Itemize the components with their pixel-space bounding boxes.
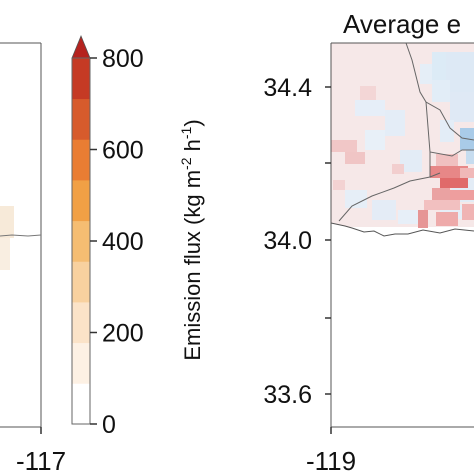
colorbar-ticks: 800 600 400 200 0 bbox=[90, 45, 144, 439]
left-map-panel: -117 bbox=[0, 0, 66, 474]
colorbar-segment bbox=[72, 98, 90, 140]
colorbar-segment bbox=[72, 220, 90, 262]
colorbar-tick-label: 600 bbox=[102, 137, 144, 165]
colorbar-segment bbox=[72, 342, 90, 384]
map-cell bbox=[333, 180, 345, 190]
right-map-panel: Average e 34.4 34.0 33.6 -119 bbox=[263, 9, 474, 474]
map-cell bbox=[345, 152, 365, 164]
map-cell bbox=[436, 212, 458, 226]
map-cell bbox=[432, 188, 450, 200]
colorbar-segment bbox=[72, 139, 90, 181]
colorbar-tick-label: 200 bbox=[102, 320, 144, 348]
y-tick-label: 33.6 bbox=[263, 381, 312, 409]
map-cell bbox=[436, 154, 458, 166]
map-cell bbox=[398, 210, 418, 224]
map-cell bbox=[418, 210, 428, 228]
map-cell bbox=[331, 140, 357, 152]
colorbar-segment bbox=[72, 261, 90, 303]
map-cell bbox=[392, 164, 404, 174]
map-cell bbox=[360, 86, 376, 100]
right-panel-title: Average e bbox=[343, 9, 461, 39]
map-cell bbox=[385, 110, 405, 136]
left-x-tick-label: -117 bbox=[16, 446, 66, 474]
map-cell bbox=[365, 130, 385, 150]
colorbar-extend-triangle bbox=[71, 34, 91, 59]
map-cell bbox=[355, 100, 385, 116]
map-cell bbox=[420, 64, 432, 84]
map-cell bbox=[345, 190, 367, 208]
map-cell bbox=[450, 190, 474, 200]
colorbar-segment bbox=[72, 383, 90, 425]
map-cell bbox=[446, 52, 474, 92]
map-cells bbox=[331, 52, 474, 228]
map-cell bbox=[432, 80, 450, 102]
colorbar-segment bbox=[72, 58, 90, 100]
coastline bbox=[330, 222, 474, 237]
colorbar-label: Emission flux (kg m-2 h-1) bbox=[178, 119, 205, 360]
map-cell bbox=[400, 150, 422, 172]
map-cell bbox=[440, 120, 454, 142]
map-cell bbox=[372, 200, 396, 220]
y-tick-label: 34.0 bbox=[263, 227, 312, 255]
map-cell bbox=[432, 52, 446, 80]
map-cell bbox=[450, 92, 474, 122]
map-cell bbox=[440, 178, 468, 188]
colorbar-tick-label: 800 bbox=[102, 45, 144, 73]
county-border bbox=[425, 101, 474, 157]
colorbar-segments bbox=[72, 58, 90, 425]
map-cell bbox=[466, 150, 474, 164]
map-cell bbox=[462, 204, 474, 220]
map-cell bbox=[460, 168, 474, 178]
colorbar-segment bbox=[72, 180, 90, 222]
y-tick-label: 34.4 bbox=[263, 74, 312, 102]
right-map-area bbox=[330, 42, 474, 427]
colorbar: 800 600 400 200 0 Emission flux (kg m-2 h-1) bbox=[71, 34, 205, 439]
county-border bbox=[405, 42, 474, 141]
map-cell bbox=[430, 166, 468, 178]
x-tick-label: -119 bbox=[306, 446, 356, 474]
colorbar-tick-label: 0 bbox=[102, 411, 116, 439]
map-cell bbox=[424, 200, 460, 210]
colorbar-tick-label: 400 bbox=[102, 228, 144, 256]
colorbar-segment bbox=[72, 302, 90, 344]
